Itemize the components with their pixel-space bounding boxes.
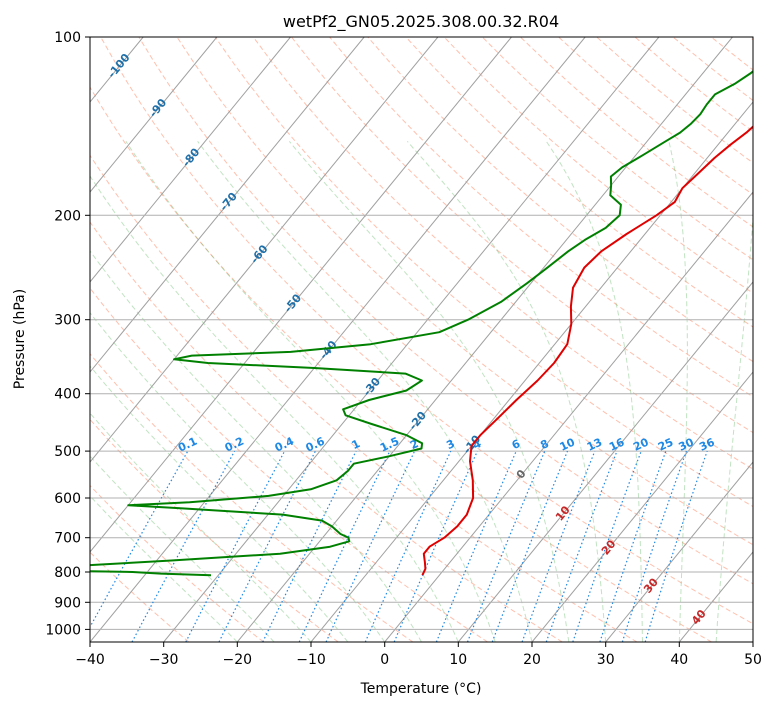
dry-adiabat (100, 37, 753, 625)
y-tick-label: 200 (54, 208, 81, 224)
isotherm-line (90, 37, 586, 642)
isotherm-line (90, 37, 218, 193)
mixing-ratio-label: 10 (558, 435, 578, 453)
isotherm-line (310, 101, 753, 642)
dry-adiabat (90, 418, 339, 642)
mixing-ratio-label: 13 (585, 436, 604, 454)
mixing-ratio-line (572, 450, 642, 642)
mixing-ratio-line (435, 450, 517, 642)
y-axis-label: Pressure (hPa) (12, 289, 28, 389)
isobars (90, 37, 753, 630)
mixing-ratio-line (131, 450, 236, 642)
x-tick-label: 50 (744, 652, 762, 668)
isotherm-line (531, 371, 753, 642)
dry-adiabat (90, 154, 638, 642)
mixing-ratio-label: 20 (631, 435, 651, 453)
mixing-ratio-line (364, 450, 452, 642)
x-tick-label: −10 (296, 652, 326, 668)
dry-adiabat (90, 551, 190, 642)
x-tick-label: 40 (670, 652, 688, 668)
mixing-ratio-line (491, 450, 569, 642)
dry-adiabat (214, 37, 753, 508)
isotherm-line (90, 37, 512, 553)
y-tick-label: 300 (54, 313, 81, 329)
mixing-ratio-label: 36 (697, 435, 717, 453)
mixing-ratio-line (521, 450, 596, 642)
dry-adiabat (90, 484, 264, 642)
mixing-ratio-line (644, 450, 708, 642)
x-axis-ticks: −40 −30 −20 −10 0 10 20 30 40 50 (75, 642, 762, 668)
dry-adiabat (443, 37, 753, 294)
mixing-ratio-label: 25 (656, 436, 675, 454)
isotherms (90, 37, 753, 642)
mixing-ratio-line (466, 450, 546, 642)
y-tick-label: 500 (54, 444, 81, 460)
x-tick-label: −40 (75, 652, 105, 668)
y-tick-label: 1000 (45, 622, 81, 638)
x-tick-label: 30 (597, 652, 615, 668)
mixing-ratio-line (262, 450, 357, 642)
isotherm-line (384, 191, 753, 642)
y-tick-label: 800 (54, 565, 81, 581)
y-tick-label: 900 (54, 595, 81, 611)
mixing-ratio-line (545, 450, 618, 642)
isotherm-line (236, 37, 733, 642)
mixing-ratio-line (393, 450, 478, 642)
dry-adiabat (138, 37, 753, 585)
dewpoint-profile-line (90, 69, 753, 577)
mixing-ratio-line (599, 450, 667, 642)
plot-frame (89, 36, 754, 643)
dry-adiabat (90, 221, 563, 642)
dry-adiabat (90, 86, 712, 642)
mixing-ratio-line (218, 450, 316, 642)
x-tick-label: −30 (149, 652, 179, 668)
mixing-ratio-lines (90, 450, 708, 642)
dry-adiabat (90, 287, 488, 642)
isotherm-line (90, 37, 365, 373)
chart-title: wetPf2_GN05.2025.308.00.32.R04 (283, 12, 559, 32)
mixing-ratio-label: 30 (677, 435, 697, 453)
y-axis-ticks: 100 200 300 400 500 600 700 800 900 1000 (45, 30, 90, 638)
y-tick-label: 700 (54, 531, 81, 547)
x-tick-label: −20 (223, 652, 253, 668)
isotherm-line (457, 281, 753, 642)
y-tick-label: 600 (54, 491, 81, 507)
dry-adiabat (291, 37, 753, 434)
profile-series (90, 69, 753, 577)
plot-area: -100-90-80-70-60-50-40-30-20-10010203040… (90, 37, 753, 642)
isotherm-line (605, 461, 753, 642)
x-axis-label: Temperature (°C) (360, 681, 482, 697)
mixing-ratio-label: 16 (607, 435, 627, 453)
isotherm-line (90, 37, 439, 463)
x-tick-label: 0 (380, 652, 389, 668)
y-tick-label: 400 (54, 387, 81, 403)
mixing-ratio-line (621, 450, 687, 642)
dry-adiabat (405, 37, 753, 328)
isotherm-line (163, 37, 660, 642)
y-tick-label: 100 (54, 30, 81, 46)
x-tick-label: 10 (449, 652, 467, 668)
dry-adiabat (329, 37, 753, 398)
x-tick-label: 20 (523, 652, 541, 668)
temperature-profile-line (421, 125, 753, 576)
isotherm-line (90, 37, 291, 283)
